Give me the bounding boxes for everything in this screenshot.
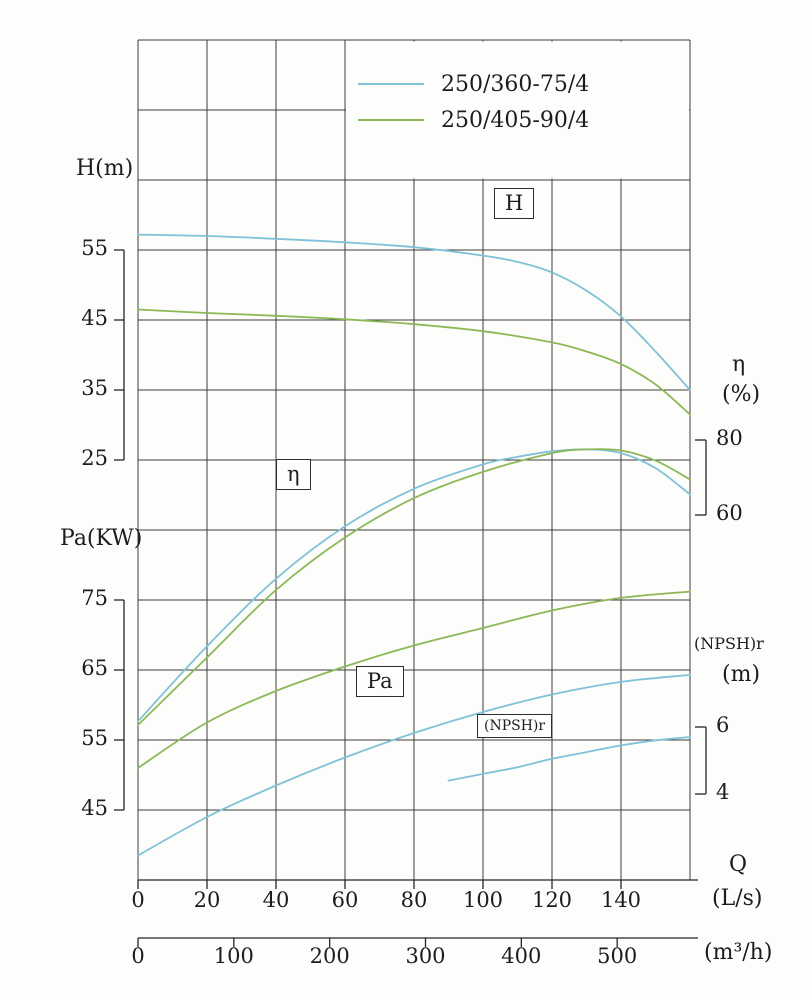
curves <box>137 233 691 857</box>
curve-250-405-90-4-pa <box>137 590 691 769</box>
curve-250-405-90-4-efficiency <box>137 448 691 726</box>
legend-item: 250/405-90/4 <box>358 102 593 138</box>
x-axis-primary <box>137 879 698 889</box>
power-axis-title: Pa(KW) <box>60 526 143 551</box>
legend-line-blue <box>358 83 424 85</box>
head-axis-bracket <box>114 249 125 461</box>
legend-line-green <box>358 119 424 121</box>
legend-item: 250/360-75/4 <box>358 66 593 102</box>
curve-250-360-75-4-npshr <box>447 736 691 782</box>
curve-250-360-75-4-pa <box>137 674 691 857</box>
curve-label-head: H <box>494 188 535 219</box>
curve-250-360-75-4-h <box>137 233 691 391</box>
x-axis-secondary <box>137 937 698 947</box>
head-axis-title: H(m) <box>76 156 134 181</box>
flow-axis-unit-ls: (L/s) <box>712 886 763 911</box>
legend-item-label: 250/360-75/4 <box>438 71 593 97</box>
power-axis-bracket <box>114 599 125 811</box>
npsh-axis-title: (NPSH)r <box>694 634 764 653</box>
legend: 250/360-75/4 250/405-90/4 <box>358 66 593 138</box>
flow-axis-symbol: Q <box>729 852 748 877</box>
curve-250-405-90-4-h <box>137 308 691 416</box>
flow-axis-unit-m3h: (m³/h) <box>704 940 773 965</box>
curve-label-efficiency: η <box>276 459 311 490</box>
curve-250-360-75-4-efficiency <box>137 448 691 723</box>
efficiency-axis-unit: (%) <box>722 382 761 407</box>
curve-label-power: Pa <box>356 666 404 697</box>
npsh-axis-unit: (m) <box>722 662 761 687</box>
efficiency-axis-title: η <box>732 352 746 377</box>
npsh-axis-bracket <box>695 726 707 795</box>
legend-item-label: 250/405-90/4 <box>438 107 593 133</box>
efficiency-axis-bracket <box>695 439 707 516</box>
grid-lines <box>137 39 691 880</box>
curve-label-npsh: (NPSH)r <box>477 714 553 738</box>
